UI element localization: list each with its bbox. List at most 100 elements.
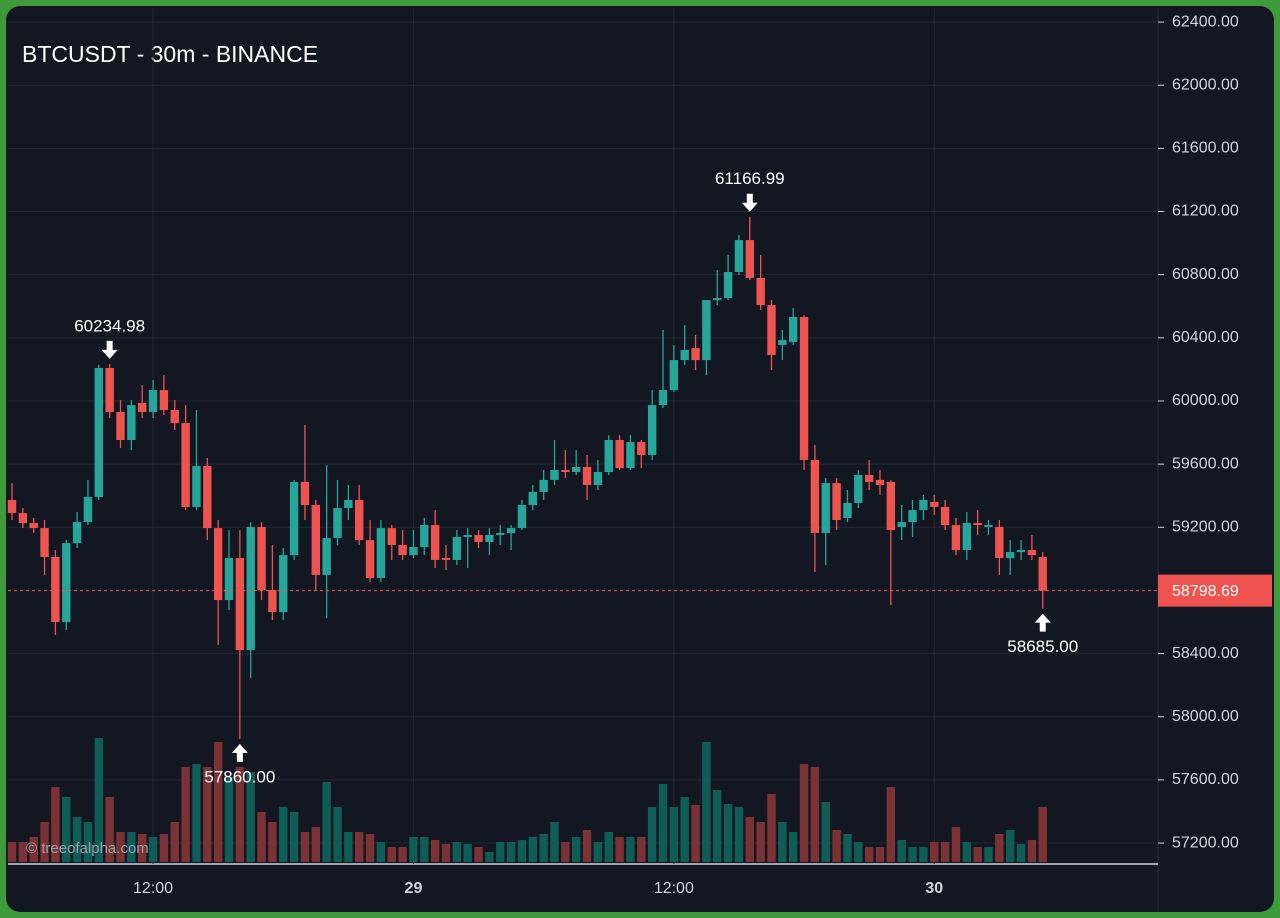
candle-body [637, 442, 646, 455]
candle-body [734, 240, 744, 272]
candle-body [789, 316, 798, 342]
volume-bar [734, 807, 744, 862]
volume-bar [268, 822, 277, 862]
volume-bar [62, 797, 71, 862]
candle-body [799, 316, 809, 461]
volume-bar [919, 847, 928, 862]
candle-body [452, 537, 462, 560]
x-tick-label: 12:00 [133, 880, 173, 897]
candle-body [962, 523, 971, 551]
volume-bar [94, 738, 103, 862]
volume-bar [441, 844, 451, 862]
candle-body [127, 405, 136, 440]
volume-bar [72, 817, 82, 862]
candle-body [767, 304, 776, 356]
candle-body [691, 348, 700, 361]
candle-body [930, 502, 939, 507]
volume-bar [289, 812, 299, 862]
candle-body [593, 472, 603, 485]
candle-body [409, 547, 418, 556]
y-tick-label: 58000.00 [1172, 708, 1239, 725]
volume-bar [40, 822, 49, 862]
candle-body [973, 523, 982, 526]
volume-bar [235, 767, 245, 862]
candle-body [72, 522, 82, 544]
volume-bar [170, 822, 179, 862]
low-arrow [1034, 613, 1051, 632]
volume-bar [485, 852, 494, 862]
candle-body [463, 535, 472, 538]
volume-bar [539, 834, 548, 862]
volume-bar [409, 837, 418, 862]
volume-bar [832, 830, 841, 862]
candle-body [18, 513, 28, 524]
volume-bar [756, 822, 765, 862]
candle-body [875, 479, 885, 485]
volume-bar [951, 827, 961, 862]
candle-body [441, 558, 451, 560]
volume-bar [452, 842, 462, 862]
candle-body [333, 508, 342, 539]
volume-bar [279, 807, 288, 862]
candle-body [29, 523, 38, 529]
volume-bar [745, 817, 754, 862]
high-arrow [741, 193, 758, 212]
candle-body [376, 528, 386, 578]
volume-bar [702, 742, 711, 862]
candle-body [517, 505, 527, 529]
volume-bar [875, 847, 885, 862]
volume-bar [333, 807, 342, 862]
candle-body [886, 481, 896, 530]
volume-bar [626, 837, 635, 862]
candle-body [604, 439, 613, 473]
candle-body [116, 412, 125, 440]
candle-body [561, 469, 570, 473]
candle-body [170, 409, 179, 424]
low-label: 57860.00 [204, 767, 275, 786]
candle-body [897, 522, 906, 527]
candle-body [181, 423, 190, 507]
x-tick-label: 29 [405, 880, 423, 897]
volume-bar [561, 842, 570, 862]
volume-bar [1006, 830, 1015, 862]
volume-layer [7, 738, 1047, 862]
candle-body [257, 526, 266, 590]
candle-body [919, 499, 928, 511]
candle-body [159, 390, 169, 410]
volume-bar [940, 842, 950, 862]
chart-background [6, 6, 1274, 912]
candles-layer [7, 216, 1047, 739]
volume-bar [723, 804, 733, 862]
candle-body [832, 483, 841, 521]
volume-bar [355, 832, 364, 862]
volume-bar [116, 832, 125, 862]
volume-bar [550, 822, 559, 862]
candle-body [300, 481, 310, 506]
y-tick-label: 58400.00 [1172, 645, 1239, 662]
candle-body [398, 544, 407, 556]
candle-body [864, 475, 874, 482]
candle-body [539, 479, 548, 492]
volume-bar [51, 787, 60, 862]
volume-bar [474, 847, 483, 862]
y-tick-label: 59600.00 [1172, 455, 1239, 472]
candle-body [40, 528, 49, 557]
candle-body [289, 481, 299, 556]
volume-bar [159, 834, 169, 862]
candle-body [506, 528, 516, 533]
volume-bar [344, 832, 353, 862]
volume-bar [192, 764, 201, 862]
volume-bar [973, 847, 982, 862]
chart-title: BTCUSDT - 30m - BINANCE [22, 41, 318, 67]
candle-body [713, 298, 722, 301]
candle-body [951, 525, 961, 551]
y-tick-label: 60800.00 [1172, 266, 1239, 283]
volume-bar [7, 842, 17, 862]
candle-body [485, 535, 494, 542]
candle-body [105, 367, 114, 413]
volume-bar [995, 834, 1004, 862]
candle-body [778, 340, 787, 345]
y-tick-label: 61600.00 [1172, 140, 1239, 157]
volume-bar [854, 842, 863, 862]
candle-body [680, 349, 689, 361]
